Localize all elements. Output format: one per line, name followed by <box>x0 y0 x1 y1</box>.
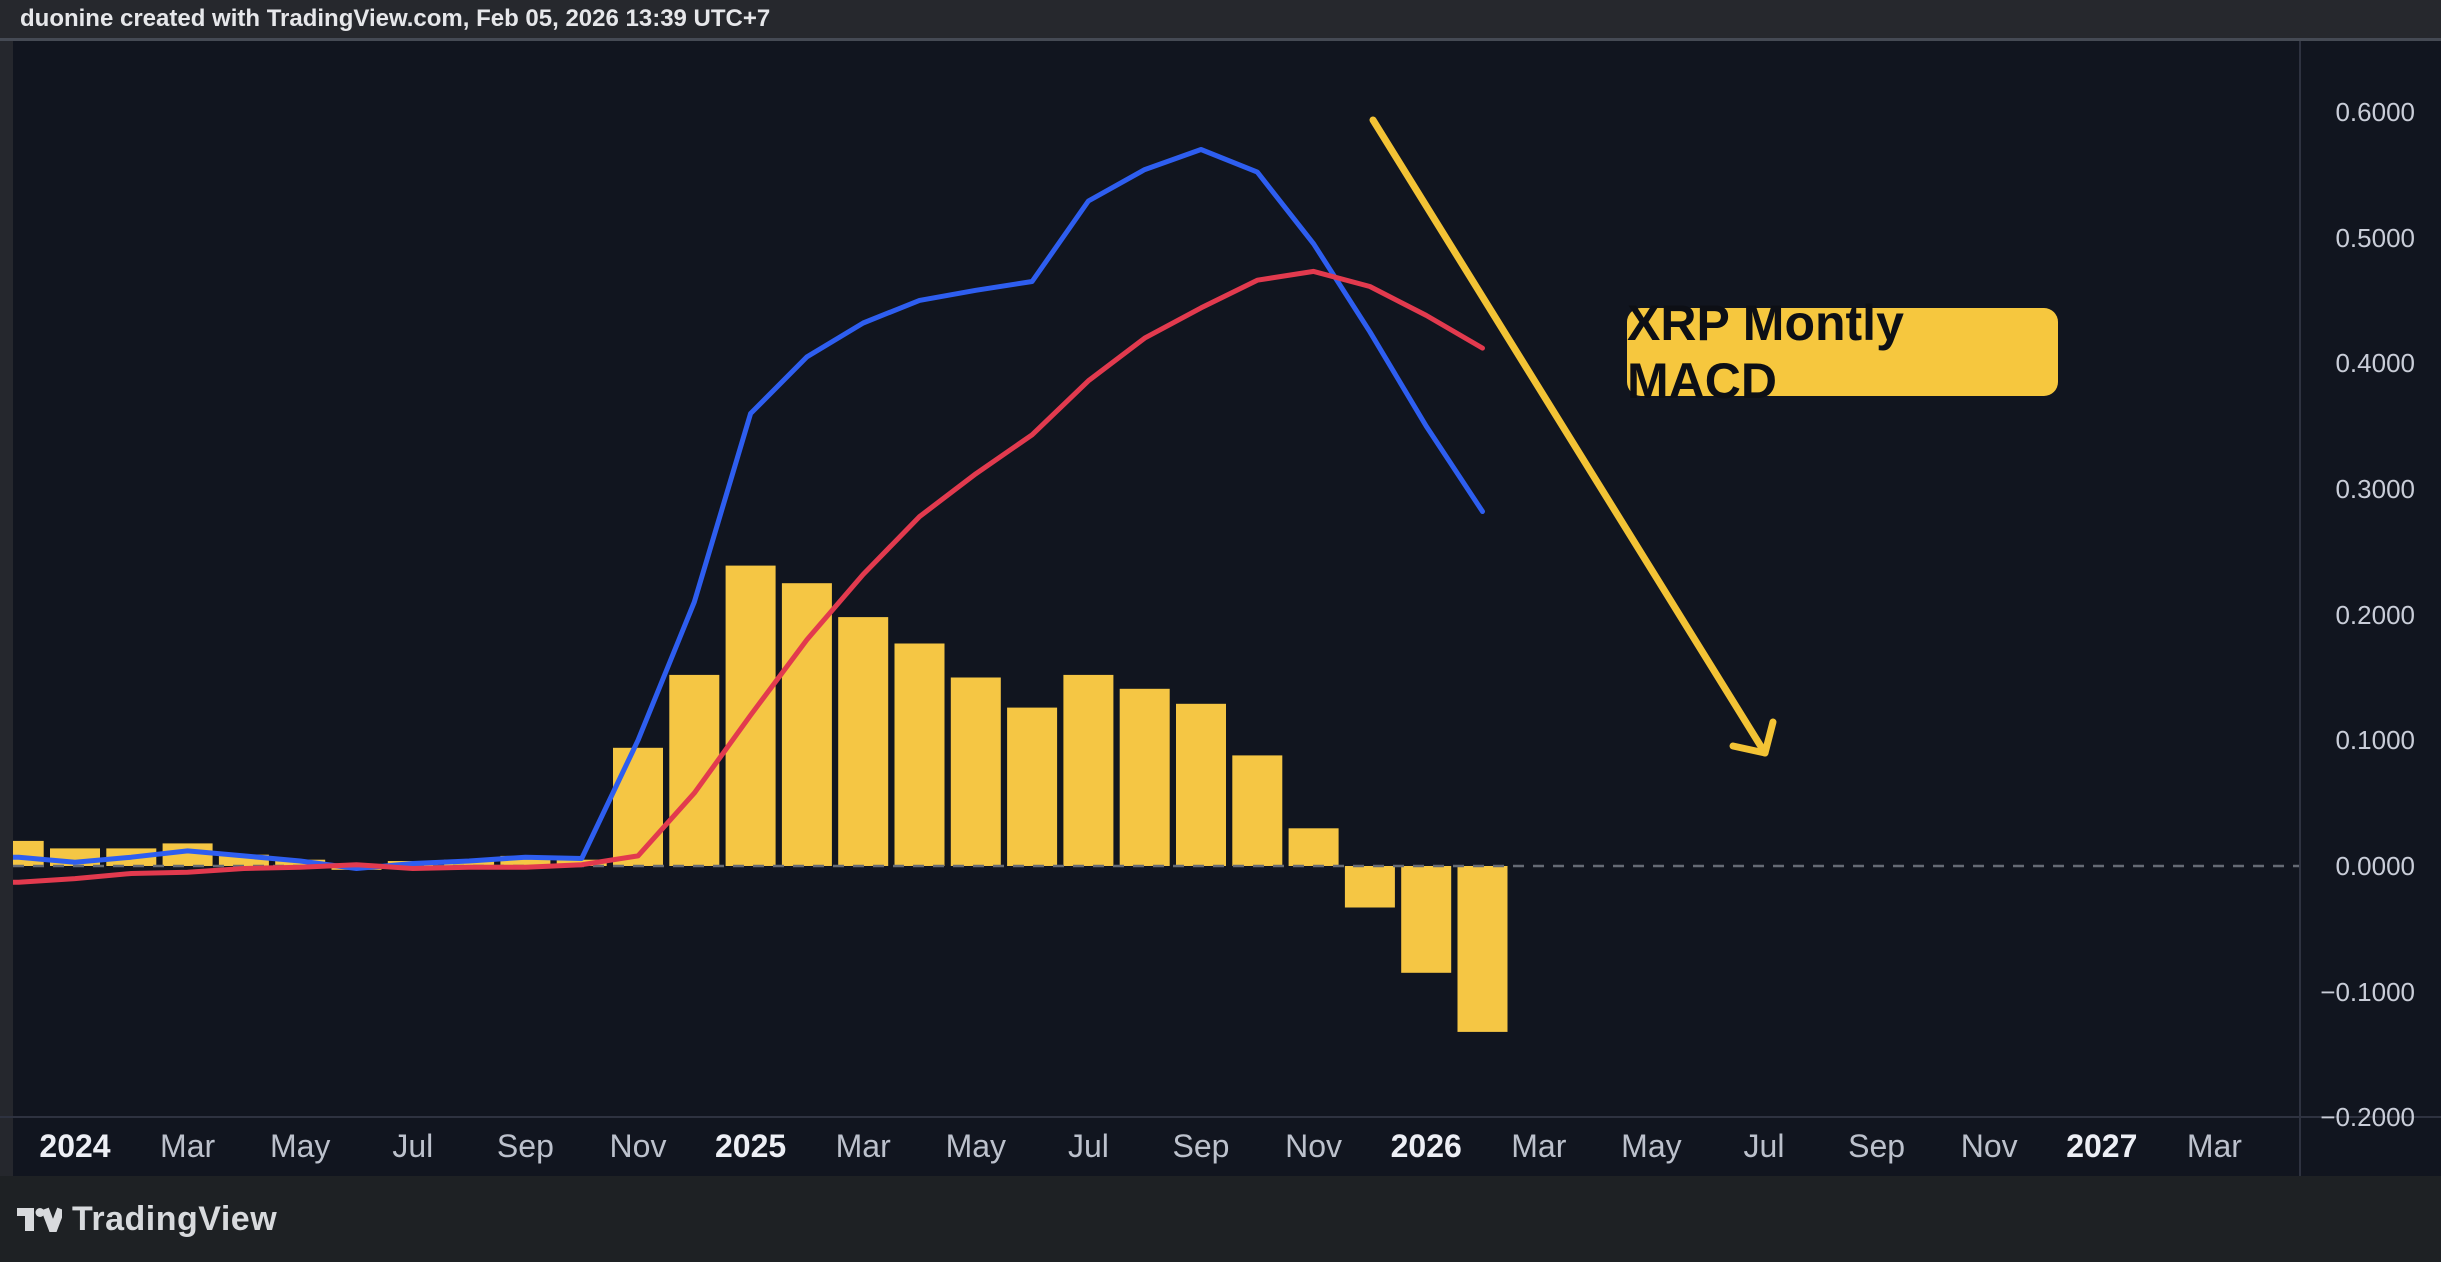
time-tick-label: Jul <box>392 1128 434 1164</box>
arrow-shaft <box>1369 116 1769 757</box>
price-tick-label: 0.1000 <box>2335 725 2415 756</box>
signal-line <box>0 268 1485 885</box>
time-tick-label: Sep <box>1172 1128 1230 1164</box>
histogram-bar <box>613 747 663 866</box>
time-tick-label: May <box>269 1128 331 1164</box>
time-tick-label: Nov <box>609 1128 667 1164</box>
histogram-bar <box>1288 828 1339 866</box>
histogram-bar <box>781 583 832 866</box>
histogram-bar <box>1063 674 1114 866</box>
price-tick-label: −0.1000 <box>2320 976 2415 1007</box>
histogram-bar <box>950 677 1001 866</box>
time-tick-label: Mar <box>835 1128 891 1164</box>
price-tick-label: 0.5000 <box>2335 222 2415 253</box>
histogram-bar <box>1119 688 1170 866</box>
brand-name[interactable]: TradingView <box>72 1199 278 1238</box>
histogram-bar <box>1232 755 1283 866</box>
histogram-bar <box>218 854 269 866</box>
left-margin-strip <box>0 38 13 1176</box>
footer-bar: TradingView <box>0 1176 2441 1262</box>
time-tick-label: Nov <box>1960 1128 2018 1164</box>
time-tick-label: Mar <box>1511 1128 1567 1164</box>
time-tick-year-label: 2025 <box>715 1128 787 1164</box>
time-tick-label: Jul <box>1067 1128 1109 1164</box>
histogram-bar <box>1344 866 1395 908</box>
watermark-text: duonine created with TradingView.com, Fe… <box>20 5 771 32</box>
macd-line <box>0 147 1485 871</box>
histogram-bar <box>500 855 551 866</box>
time-axis[interactable]: 2024 Mar May Jul Sep Nov 2025 Mar May Jul Sep Nov 20… <box>0 1117 2441 1176</box>
histogram-bar <box>838 617 889 866</box>
histogram-bar <box>1457 866 1508 1032</box>
price-tick-label: 0.3000 <box>2335 473 2415 504</box>
histogram-bar <box>1401 866 1452 973</box>
histogram-bar <box>162 843 213 866</box>
price-tick-label: 0.0000 <box>2335 851 2415 881</box>
price-tick-label: −0.2000 <box>2320 1102 2415 1133</box>
histogram-bar <box>894 643 945 866</box>
price-axis[interactable]: 0.6000 0.5000 0.4000 0.3000 0.2000 0.1000 0.00… <box>2300 38 2441 1133</box>
arrow-head <box>1729 718 1777 757</box>
annotation-text: XRP Montly MACD <box>1627 295 1904 409</box>
time-tick-label: May <box>1621 1128 1682 1164</box>
tradingview-logo-icon[interactable] <box>17 1207 62 1232</box>
time-tick-label: Mar <box>2186 1128 2242 1164</box>
price-tick-label: 0.4000 <box>2335 348 2415 379</box>
histogram-bar <box>1176 703 1226 866</box>
annotation-callout[interactable]: XRP Montly MACD <box>1627 295 2058 409</box>
price-tick-label: 0.6000 <box>2335 96 2415 127</box>
time-tick-label: May <box>945 1128 1007 1164</box>
time-tick-label: Mar <box>160 1128 216 1164</box>
time-tick-label: Jul <box>1743 1128 1785 1164</box>
time-tick-year-label: 2026 <box>1390 1128 1462 1164</box>
plot-layer <box>0 116 2299 1032</box>
time-tick-label: Sep <box>496 1128 554 1164</box>
time-tick-label: Nov <box>1285 1128 1343 1164</box>
time-tick-year-label: 2024 <box>39 1128 111 1164</box>
price-tick-label: 0.2000 <box>2335 599 2415 630</box>
time-tick-year-label: 2027 <box>2066 1128 2138 1164</box>
time-tick-label: Sep <box>1848 1128 1906 1164</box>
histogram-bar <box>1007 707 1058 866</box>
watermark-bar: duonine created with TradingView.com, Fe… <box>0 0 2441 38</box>
